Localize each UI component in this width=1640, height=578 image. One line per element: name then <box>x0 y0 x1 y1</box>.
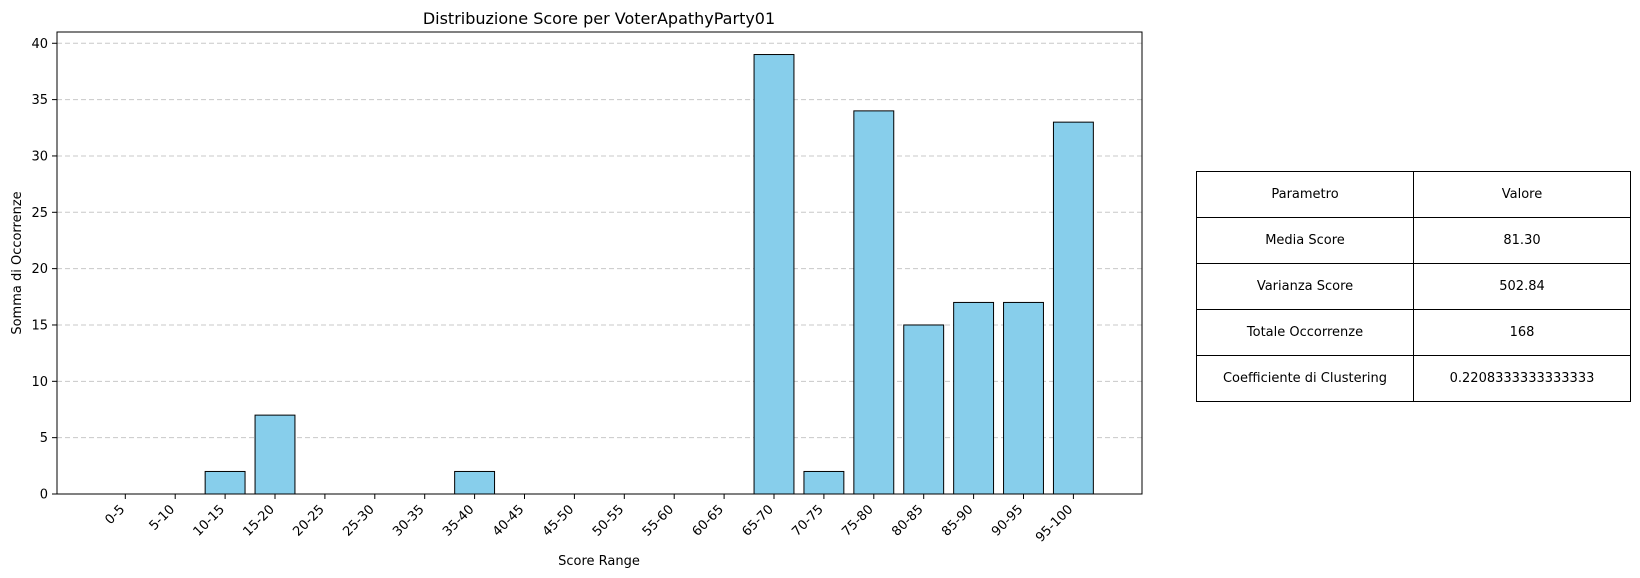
bar <box>454 470 496 495</box>
y-axis-label: Somma di Occorrenze <box>10 191 25 334</box>
y-tick-label: 25 <box>31 206 48 221</box>
y-tick-label: 40 <box>31 37 48 52</box>
table-row: Varianza Score 502.84 <box>1196 263 1631 310</box>
x-tick-label: 75-80 <box>839 502 876 539</box>
bar <box>1003 301 1044 495</box>
table-row: Media Score 81.30 <box>1196 217 1631 264</box>
chart-title: Distribuzione Score per VoterApathyParty… <box>423 9 775 28</box>
bar <box>903 324 945 495</box>
stats-table: Parametro Valore Media Score 81.30 Varia… <box>1196 171 1631 402</box>
bar <box>1052 121 1094 495</box>
y-tick-label: 5 <box>40 431 48 446</box>
table-cell-value: 0.2208333333333333 <box>1413 355 1631 402</box>
x-tick-label: 30-35 <box>390 502 427 539</box>
x-tick-label: 85-90 <box>939 502 976 539</box>
y-tick-label: 10 <box>31 375 48 390</box>
bar <box>803 470 845 495</box>
table-cell-param: Media Score <box>1196 217 1414 264</box>
x-tick-label: 55-60 <box>640 502 677 539</box>
x-tick-label: 20-25 <box>290 502 327 539</box>
table-cell-param: Coefficiente di Clustering <box>1196 355 1414 402</box>
x-tick-label: 25-30 <box>340 502 377 539</box>
y-tick-label: 35 <box>31 93 48 108</box>
table-header-row: Parametro Valore <box>1196 171 1631 218</box>
x-tick-label: 5-10 <box>147 502 178 533</box>
x-tick-label: 65-70 <box>740 502 777 539</box>
x-tick-label: 95-100 <box>1033 502 1076 545</box>
x-tick-label: 35-40 <box>440 502 477 539</box>
x-tick-label: 10-15 <box>191 502 228 539</box>
x-tick-label: 50-55 <box>590 502 627 539</box>
table-cell-value: 502.84 <box>1413 263 1631 310</box>
table-header-cell: Parametro <box>1196 171 1414 218</box>
bar <box>204 470 246 495</box>
x-tick-label: 70-75 <box>789 502 826 539</box>
table-cell-param: Varianza Score <box>1196 263 1414 310</box>
x-tick-label: 40-45 <box>490 502 527 539</box>
x-tick-label: 60-65 <box>690 502 727 539</box>
table-cell-param: Totale Occorrenze <box>1196 309 1414 356</box>
y-tick-label: 30 <box>31 149 48 164</box>
x-tick-label: 80-85 <box>889 502 926 539</box>
x-tick-label: 90-95 <box>989 502 1026 539</box>
bar <box>953 301 995 495</box>
y-axis-ticks: 0 5 10 15 20 25 30 35 40 <box>31 37 57 503</box>
bars <box>204 54 1094 495</box>
x-tick-label: 0-5 <box>103 502 129 528</box>
x-axis-ticks: 0-5 5-10 10-15 15-20 20-25 25-30 30-35 35-40 40-… <box>103 494 1076 545</box>
x-tick-label: 15-20 <box>241 502 278 539</box>
x-tick-label: 45-50 <box>540 502 577 539</box>
table-header-cell: Valore <box>1413 171 1631 218</box>
table-row: Coefficiente di Clustering 0.22083333333… <box>1196 355 1631 402</box>
x-axis-label: Score Range <box>558 554 640 569</box>
table-cell-value: 81.30 <box>1413 217 1631 264</box>
y-tick-label: 15 <box>31 318 48 333</box>
y-tick-label: 20 <box>31 262 48 277</box>
bar <box>853 110 895 495</box>
plot-frame <box>56 31 1143 495</box>
bar <box>753 54 795 495</box>
y-tick-label: 0 <box>40 488 48 503</box>
bar <box>254 414 296 495</box>
table-cell-value: 168 <box>1413 309 1631 356</box>
table-row: Totale Occorrenze 168 <box>1196 309 1631 356</box>
